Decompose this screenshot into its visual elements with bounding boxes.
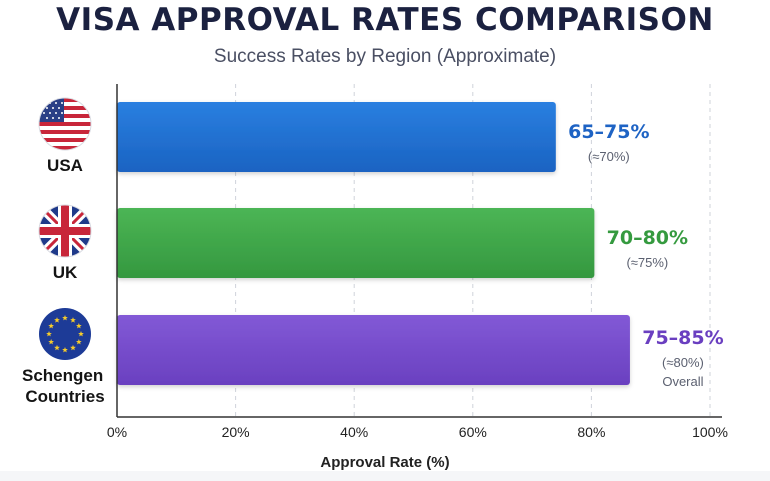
bottom-strip — [0, 471, 770, 481]
uk-flag-icon — [38, 204, 92, 258]
value-note-schengen: Overall — [662, 374, 703, 389]
value-label-uk: 70–80% — [607, 227, 688, 249]
chart-subtitle: Success Rates by Region (Approximate) — [213, 46, 557, 67]
x-tick-label: 60% — [459, 424, 487, 440]
eu-star — [78, 331, 84, 337]
x-tick-label: 20% — [222, 424, 250, 440]
x-tick-label: 40% — [340, 424, 368, 440]
value-sublabel-uk: (≈75%) — [626, 255, 668, 270]
category-label-schengen-line2: Countries — [25, 387, 104, 406]
eu-star — [46, 331, 52, 337]
eu-star — [62, 347, 68, 353]
eu-star — [70, 317, 76, 323]
x-tick-label: 100% — [692, 424, 728, 440]
category-label-usa: USA — [47, 156, 83, 175]
eu-star — [76, 323, 82, 329]
eu-star — [70, 344, 76, 351]
chart-title: VISA APPROVAL RATES COMPARISON — [56, 2, 714, 38]
bar-uk — [117, 208, 595, 278]
eu-flag-icon — [39, 308, 91, 360]
usa-flag-icon — [38, 97, 92, 151]
x-axis-title: Approval Rate (%) — [320, 454, 449, 471]
value-label-usa: 65–75% — [568, 121, 649, 143]
category-label-schengen-line1: Schengen — [22, 366, 103, 385]
eu-star — [54, 344, 60, 351]
eu-star — [48, 323, 54, 329]
category-label-schengen: Schengen Countries — [22, 366, 108, 406]
category-label-uk: UK — [53, 263, 78, 282]
bar-usa — [117, 102, 556, 172]
value-sublabel-schengen: (≈80%) — [662, 355, 704, 370]
x-tick-label: 80% — [577, 424, 605, 440]
x-tick-label: 0% — [107, 424, 127, 440]
bar-schengen — [117, 315, 630, 385]
eu-star — [62, 315, 68, 321]
value-sublabel-usa: (≈70%) — [588, 149, 630, 164]
eu-star — [76, 339, 82, 345]
eu-star — [54, 317, 60, 323]
eu-star — [48, 339, 54, 345]
value-label-schengen: 75–85% — [642, 327, 723, 349]
